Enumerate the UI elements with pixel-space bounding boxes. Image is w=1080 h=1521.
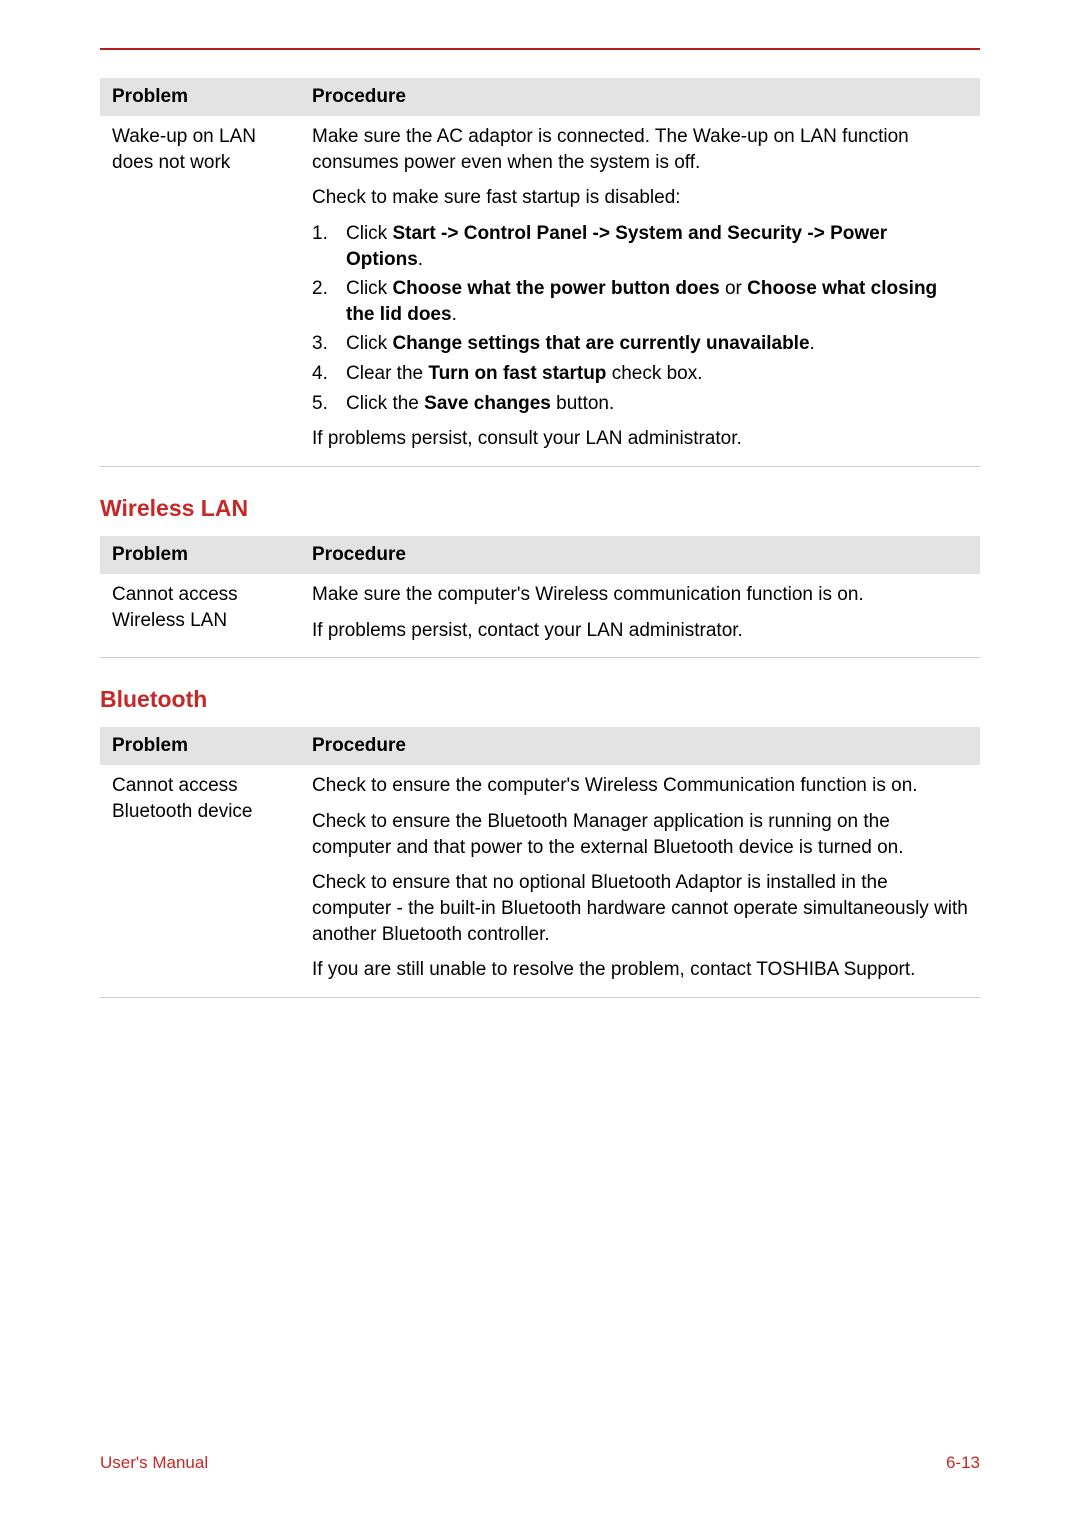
step-text: . — [810, 333, 815, 354]
para: If you are still unable to resolve the p… — [312, 957, 968, 983]
steps-list: Click Start -> Control Panel -> System a… — [312, 221, 968, 416]
step-item: Click Start -> Control Panel -> System a… — [312, 221, 968, 272]
step-item: Click Change settings that are currently… — [312, 331, 968, 357]
col-procedure-header: Procedure — [300, 536, 980, 574]
col-procedure-header: Procedure — [300, 78, 980, 116]
problem-cell: Cannot access Bluetooth device — [100, 765, 300, 997]
step-text: . — [452, 304, 457, 325]
col-problem-header: Problem — [100, 727, 300, 765]
wireless-lan-table: Problem Procedure Cannot access Wireless… — [100, 536, 980, 658]
para: Make sure the AC adaptor is connected. T… — [312, 124, 968, 175]
footer-right: 6-13 — [946, 1453, 980, 1473]
section-title-wireless-lan: Wireless LAN — [100, 495, 980, 522]
step-bold: Save changes — [424, 393, 551, 414]
top-rule — [100, 48, 980, 50]
table-row: Cannot access Wireless LAN Make sure the… — [100, 574, 980, 658]
col-problem-header: Problem — [100, 78, 300, 116]
problem-cell: Cannot access Wireless LAN — [100, 574, 300, 658]
para: Check to make sure fast startup is disab… — [312, 185, 968, 211]
step-item: Click Choose what the power button does … — [312, 276, 968, 327]
procedure-cell: Check to ensure the computer's Wireless … — [300, 765, 980, 997]
procedure-cell: Make sure the computer's Wireless commun… — [300, 574, 980, 658]
step-text: Clear the — [346, 363, 428, 384]
para: Make sure the computer's Wireless commun… — [312, 582, 968, 608]
table-header-row: Problem Procedure — [100, 727, 980, 765]
step-text: Click — [346, 223, 392, 244]
para: If problems persist, contact your LAN ad… — [312, 618, 968, 644]
para: Check to ensure the Bluetooth Manager ap… — [312, 809, 968, 860]
step-text: Click — [346, 333, 392, 354]
page-footer: User's Manual 6-13 — [100, 1453, 980, 1473]
bluetooth-table: Problem Procedure Cannot access Bluetoot… — [100, 727, 980, 997]
table-row: Cannot access Bluetooth device Check to … — [100, 765, 980, 997]
step-text: Click the — [346, 393, 424, 414]
step-text: button. — [551, 393, 614, 414]
table-header-row: Problem Procedure — [100, 536, 980, 574]
table-row: Wake-up on LAN does not work Make sure t… — [100, 116, 980, 467]
step-text: Click — [346, 278, 392, 299]
para: Check to ensure that no optional Bluetoo… — [312, 870, 968, 947]
step-bold: Choose what the power button does — [392, 278, 719, 299]
step-bold: Start -> Control Panel -> System and Sec… — [346, 223, 887, 270]
step-bold: Turn on fast startup — [428, 363, 606, 384]
step-text: or — [720, 278, 747, 299]
problem-cell: Wake-up on LAN does not work — [100, 116, 300, 467]
step-text: . — [418, 249, 423, 270]
step-text: check box. — [606, 363, 702, 384]
col-problem-header: Problem — [100, 536, 300, 574]
section-title-bluetooth: Bluetooth — [100, 686, 980, 713]
para: Check to ensure the computer's Wireless … — [312, 773, 968, 799]
step-item: Click the Save changes button. — [312, 391, 968, 417]
col-procedure-header: Procedure — [300, 727, 980, 765]
footer-left: User's Manual — [100, 1453, 208, 1473]
procedure-cell: Make sure the AC adaptor is connected. T… — [300, 116, 980, 467]
para: If problems persist, consult your LAN ad… — [312, 426, 968, 452]
step-bold: Change settings that are currently unava… — [392, 333, 809, 354]
lan-table: Problem Procedure Wake-up on LAN does no… — [100, 78, 980, 467]
table-header-row: Problem Procedure — [100, 78, 980, 116]
step-item: Clear the Turn on fast startup check box… — [312, 361, 968, 387]
